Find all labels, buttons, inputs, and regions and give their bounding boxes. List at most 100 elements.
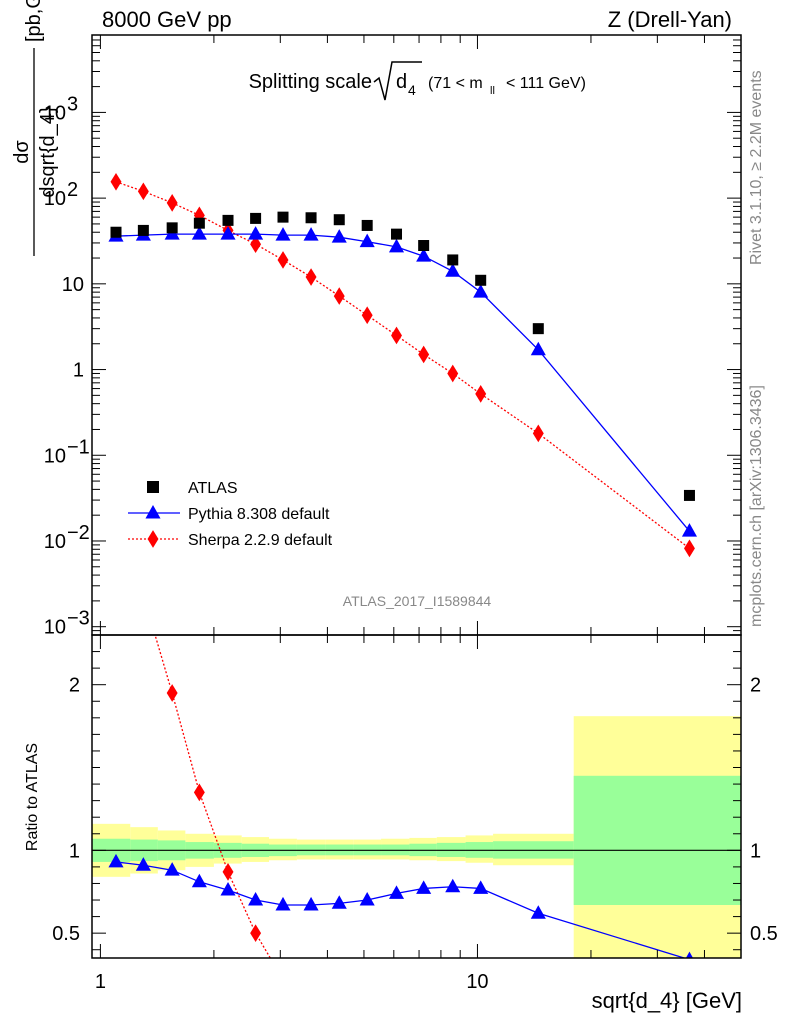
ratio-bands [92, 716, 741, 958]
atlas-point [166, 222, 178, 234]
atlas-point [222, 214, 234, 226]
ratio-pythia-point [191, 873, 207, 888]
atlas-point [137, 224, 149, 236]
plot-title-sqrt-sub: 4 [408, 82, 416, 98]
ratio-pythia-point [108, 853, 124, 868]
main-ytick-label: 1 [73, 360, 84, 382]
atlas-point [447, 254, 459, 266]
legend-label: Sherpa 2.2.9 default [188, 532, 333, 549]
main-ytick-label: 10 [44, 617, 66, 639]
legend-sherpa-marker [147, 530, 159, 548]
ratio-pythia-point [359, 891, 375, 906]
sherpa-point [137, 182, 149, 201]
ratio-ytick-label-left: 0.5 [52, 923, 80, 945]
ratio-ytick-label-right: 2 [750, 675, 761, 697]
sherpa-point [475, 385, 487, 403]
pythia-point [191, 226, 207, 240]
ratio-pythia-point [135, 857, 151, 871]
sherpa-point [418, 345, 430, 364]
sherpa-point [250, 235, 262, 254]
xaxis-label: sqrt{d_4} [GeV] [592, 988, 742, 1013]
ratio-pythia-point [275, 896, 291, 911]
main-ytick-exponent: 3 [67, 93, 78, 115]
ratio-sherpa-point [111, 494, 122, 512]
pythia-point [303, 227, 319, 241]
sherpa-point [277, 251, 289, 269]
plot-title-cut-open: (71 < m [428, 75, 483, 92]
legend-label: ATLAS [188, 480, 238, 497]
main-ytick-label: 10 [44, 445, 66, 467]
plot-title-main: Splitting scale [249, 71, 372, 93]
pythia-point [220, 226, 236, 240]
atlas-point [475, 274, 487, 286]
atlas-point [333, 214, 345, 226]
pythia-point [530, 341, 546, 356]
ratio-sherpa-point [193, 783, 205, 802]
main-ytick-exponent: 2 [67, 179, 78, 201]
ratio-sherpa-point [222, 863, 234, 881]
legend-atlas-marker [147, 481, 159, 493]
atlas-point [110, 226, 122, 238]
sherpa-point [684, 539, 695, 558]
ratio-axes: 1 10 0.5 0.5 1 1 2 2 [52, 635, 778, 993]
ratio-series-layer [108, 494, 694, 958]
xtick-label: 10 [466, 971, 488, 993]
atlas-point [193, 217, 205, 229]
ratio-pythia-point [220, 882, 236, 896]
ratio-pythia-point [303, 896, 319, 911]
sherpa-point [391, 326, 402, 345]
main-ylabel-units: [pb,GeV⁻¹] [23, 0, 45, 42]
ratio-pythia-point [248, 891, 264, 906]
atlas-point [683, 489, 695, 501]
main-ytick-label: 10 [44, 188, 66, 210]
sherpa-point [305, 268, 317, 286]
header-left: 8000 GeV pp [102, 7, 232, 32]
ratio-ytick-label-left: 2 [69, 675, 80, 697]
ratio-sherpa-point [166, 684, 178, 702]
main-series-layer [108, 172, 698, 558]
legend-label: Pythia 8.308 default [188, 506, 330, 523]
pythia-point [388, 238, 405, 253]
main-ylabel-num: dσ [11, 140, 33, 164]
pythia-point [248, 226, 264, 240]
pythia-point [275, 227, 291, 241]
ratio-pythia-point [685, 951, 694, 958]
atlas-point [277, 211, 289, 223]
main-ylabel-den: dsqrt{d_4} [37, 106, 59, 198]
ratio-pythia-point [416, 880, 432, 894]
pythia-point [681, 523, 698, 537]
xtick-label: 1 [95, 971, 106, 993]
sherpa-point [447, 364, 459, 383]
pythia-line [115, 233, 690, 532]
legend: ATLAS Pythia 8.308 default Sherpa 2.2.9 de… [128, 480, 333, 549]
atlas-point [418, 240, 430, 252]
mcplots-label: mcplots.cern.ch [arXiv:1306.3436] [748, 385, 765, 627]
atlas-point [305, 212, 317, 224]
pythia-point [416, 248, 432, 262]
sqrt-sign [373, 61, 422, 101]
ratio-sherpa-line [154, 635, 272, 958]
plot-title: Splitting scale d 4 (71 < m ll < 111 GeV… [249, 61, 586, 101]
plot-title-cut-close: < 111 GeV) [506, 75, 586, 92]
ratio-pythia-point [388, 885, 405, 899]
plot-title-sqrt-arg: d [396, 71, 407, 93]
plot-title-cut-sub: ll [490, 85, 495, 97]
ratio-ytick-label-right: 1 [750, 840, 761, 862]
ratio-pythia-point [473, 880, 489, 894]
pythia-point [331, 229, 347, 243]
analysis-id: ATLAS_2017_I1589844 [343, 593, 492, 609]
atlas-point [361, 219, 373, 231]
atlas-point [532, 323, 544, 335]
main-ytick-exponent: −3 [67, 608, 90, 630]
ratio-pythia-point [530, 905, 546, 919]
sherpa-point [532, 424, 544, 443]
sherpa-point [361, 306, 373, 325]
atlas-point [250, 212, 262, 224]
main-ylabel: dσ dsqrt{d_4} [pb,GeV⁻¹] [11, 0, 59, 256]
pythia-point [445, 263, 461, 277]
sherpa-point [110, 172, 122, 191]
ratio-band-inner [573, 775, 741, 905]
main-ytick-label: 10 [44, 102, 66, 124]
